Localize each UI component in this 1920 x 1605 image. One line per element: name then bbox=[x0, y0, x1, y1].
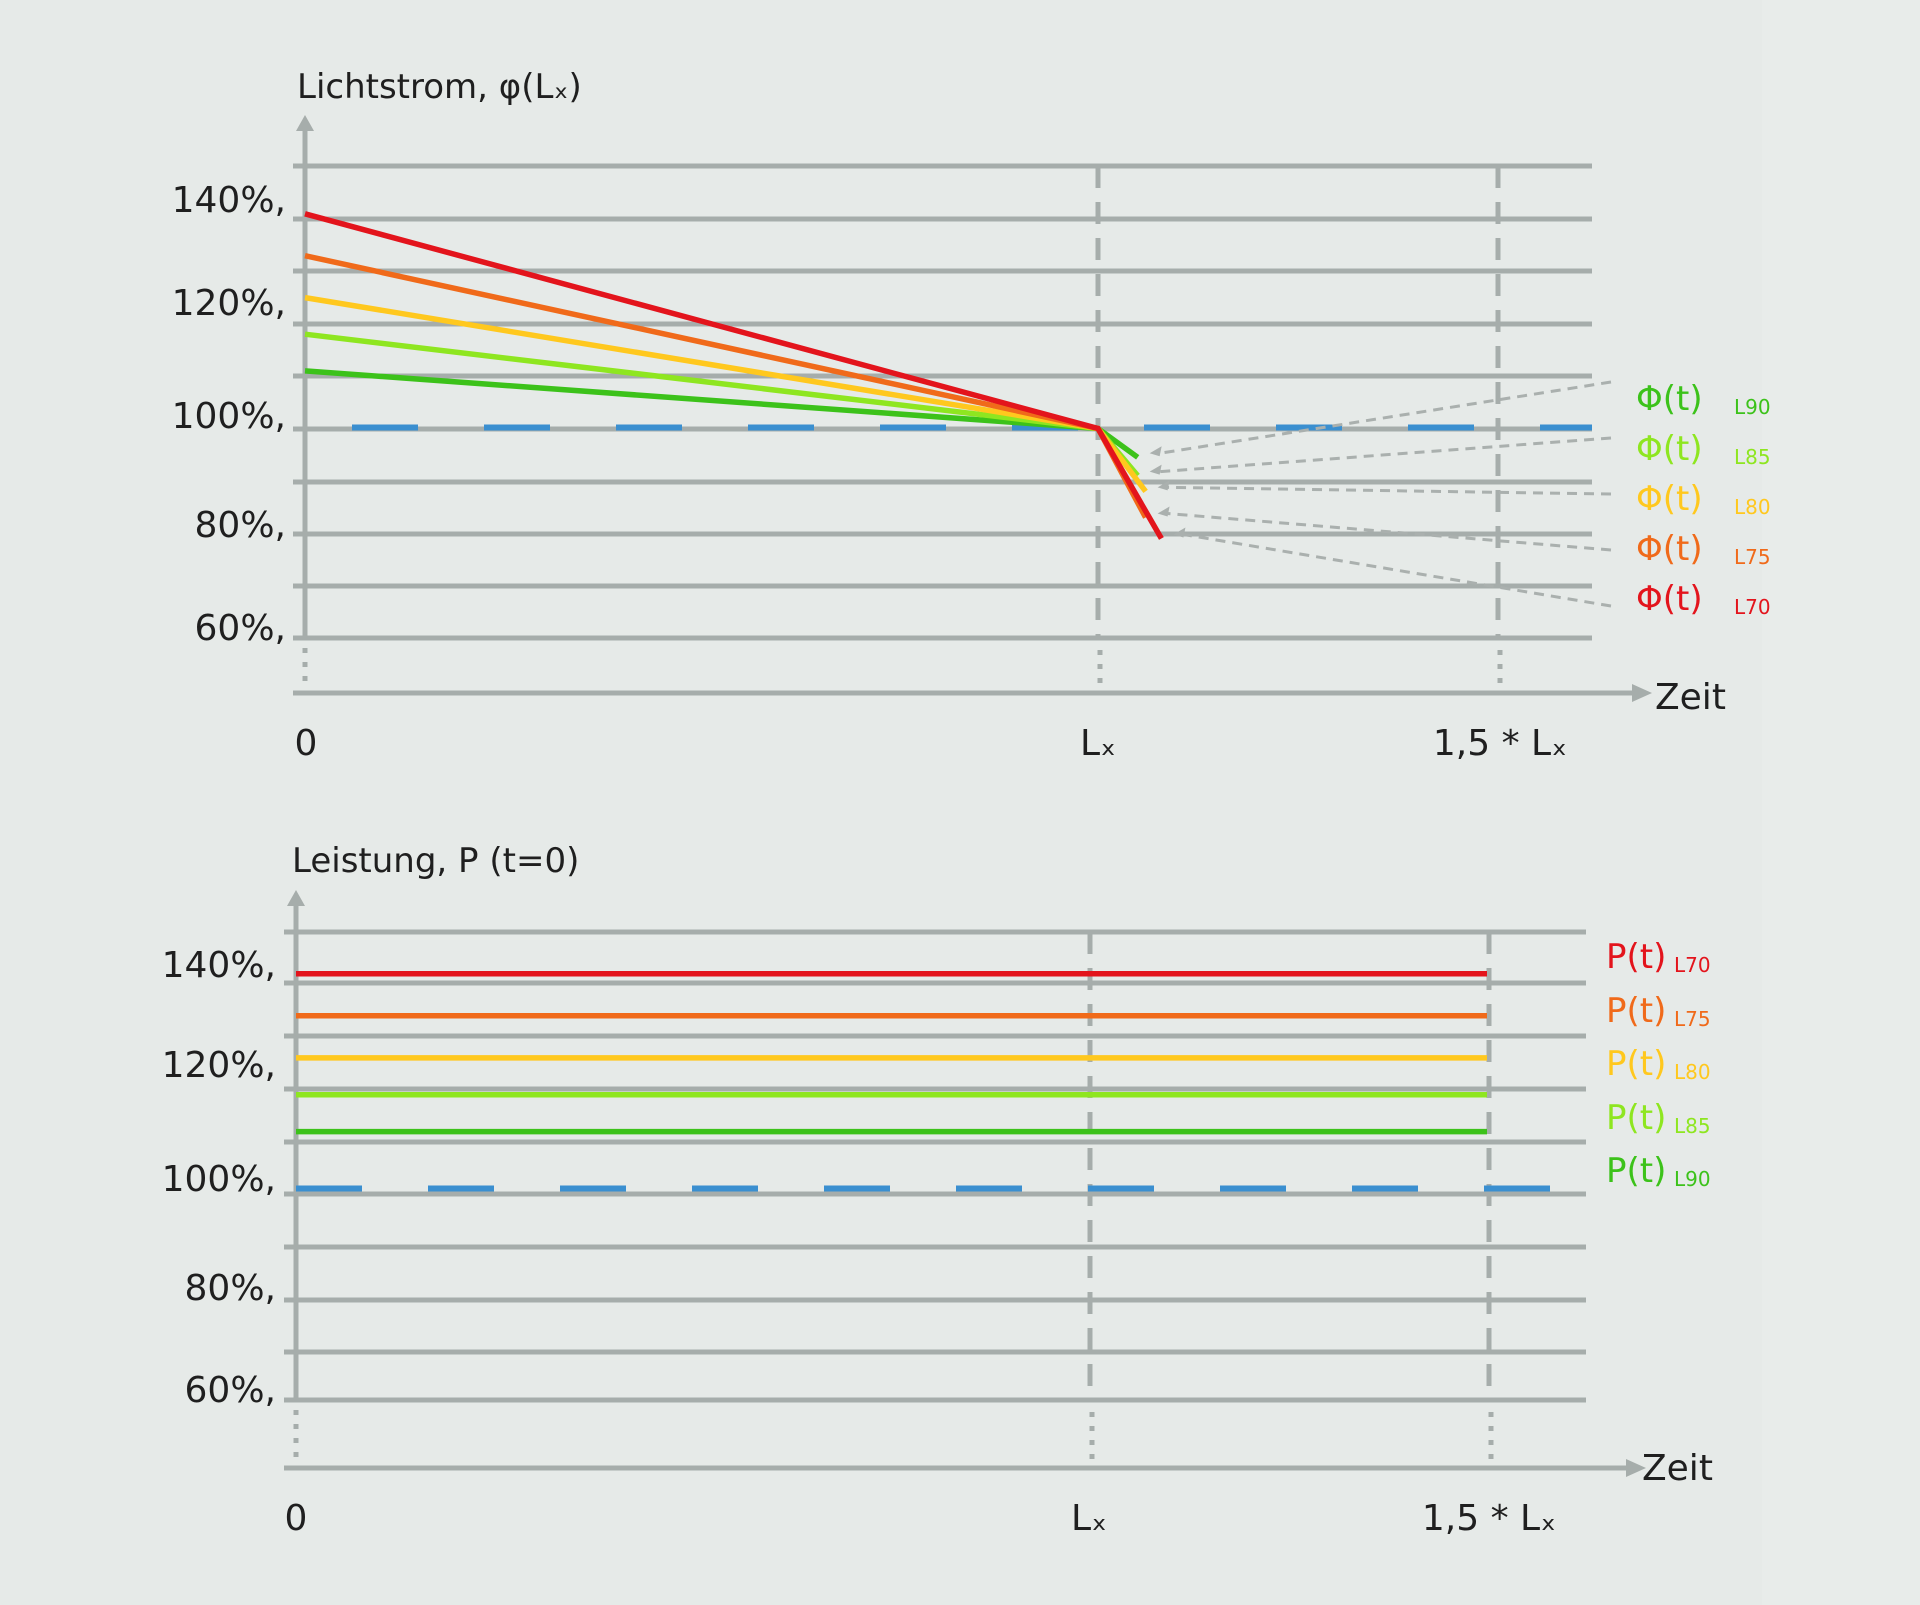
legend-subscript-l90: L90 bbox=[1674, 1167, 1711, 1191]
chart-2: Leistung, P (t=0) 140%, 120%, 100%, 80%, 60%,… bbox=[162, 841, 1713, 1539]
legend-pointer-head bbox=[1173, 527, 1186, 538]
legend-subscript-l80: L80 bbox=[1734, 495, 1771, 519]
y-axis-arrow bbox=[287, 890, 305, 906]
legend-subscript-l70: L70 bbox=[1674, 953, 1711, 977]
x-axis-arrow bbox=[1632, 684, 1652, 702]
legend-label-l90: P(t) bbox=[1606, 1151, 1666, 1191]
legend-label-l70: P(t) bbox=[1606, 937, 1666, 977]
legend-subscript-l75: L75 bbox=[1734, 545, 1771, 569]
y-tick-label: 120%, bbox=[162, 1045, 276, 1086]
x-tick-label: 0 bbox=[285, 1498, 308, 1539]
x-axis-label: Zeit bbox=[1642, 1448, 1713, 1489]
legend-pointer-head bbox=[1157, 480, 1170, 491]
y-tick-label: 60%, bbox=[185, 1370, 276, 1411]
series-line-l70 bbox=[304, 211, 1164, 540]
legend-pointer bbox=[1159, 436, 1612, 474]
legend-label-l75: Φ(t) bbox=[1636, 529, 1703, 569]
legend-subscript-l70: L70 bbox=[1734, 595, 1771, 619]
y-axis-arrow bbox=[296, 115, 314, 131]
x-tick-label: 0 bbox=[295, 723, 318, 764]
legend-subscript-l80: L80 bbox=[1674, 1060, 1711, 1084]
legend-subscript-l90: L90 bbox=[1734, 395, 1771, 419]
legend-pointer-head bbox=[1157, 506, 1170, 517]
y-tick-label: 60%, bbox=[195, 608, 286, 649]
legend-label-l75: P(t) bbox=[1606, 991, 1666, 1031]
chart-1: Lichtstrom, φ(Lₓ) 140%, 120%, 100%, 80%, 60%,… bbox=[172, 67, 1771, 764]
x-tick-label: Lₓ bbox=[1071, 1498, 1107, 1539]
x-axis-label: Zeit bbox=[1655, 677, 1726, 718]
y-tick-label: 100%, bbox=[172, 396, 286, 437]
y-tick-label: 120%, bbox=[172, 283, 286, 324]
legend-subscript-l75: L75 bbox=[1674, 1007, 1711, 1031]
legend-pointer-head bbox=[1149, 446, 1162, 457]
y-tick-label: 140%, bbox=[172, 180, 286, 221]
legend-subscript-l85: L85 bbox=[1674, 1114, 1711, 1138]
x-tick-label: 1,5 * Lₓ bbox=[1433, 723, 1567, 764]
x-tick-label: 1,5 * Lₓ bbox=[1422, 1498, 1556, 1539]
y-tick-label: 80%, bbox=[195, 505, 286, 546]
legend-subscript-l85: L85 bbox=[1734, 445, 1771, 469]
x-axis-arrow bbox=[1626, 1459, 1646, 1477]
y-tick-label: 140%, bbox=[162, 945, 276, 986]
legend-label-l80: Φ(t) bbox=[1636, 479, 1703, 519]
legend-label-l85: P(t) bbox=[1606, 1098, 1666, 1138]
legend-pointer bbox=[1167, 512, 1612, 552]
legend-pointer-head bbox=[1149, 464, 1162, 475]
x-tick-label: Lₓ bbox=[1080, 723, 1116, 764]
legend-label-l90: Φ(t) bbox=[1636, 379, 1703, 419]
legend-label-l70: Φ(t) bbox=[1636, 579, 1703, 619]
y-tick-label: 100%, bbox=[162, 1159, 276, 1200]
chart-title: Leistung, P (t=0) bbox=[292, 841, 579, 881]
legend-label-l80: P(t) bbox=[1606, 1044, 1666, 1084]
legend-pointer bbox=[1159, 380, 1612, 455]
y-tick-label: 80%, bbox=[185, 1268, 276, 1309]
legend-pointer bbox=[1183, 533, 1612, 608]
legend-label-l85: Φ(t) bbox=[1636, 429, 1703, 469]
legend-pointer bbox=[1167, 485, 1612, 496]
chart-title: Lichtstrom, φ(Lₓ) bbox=[297, 67, 582, 107]
